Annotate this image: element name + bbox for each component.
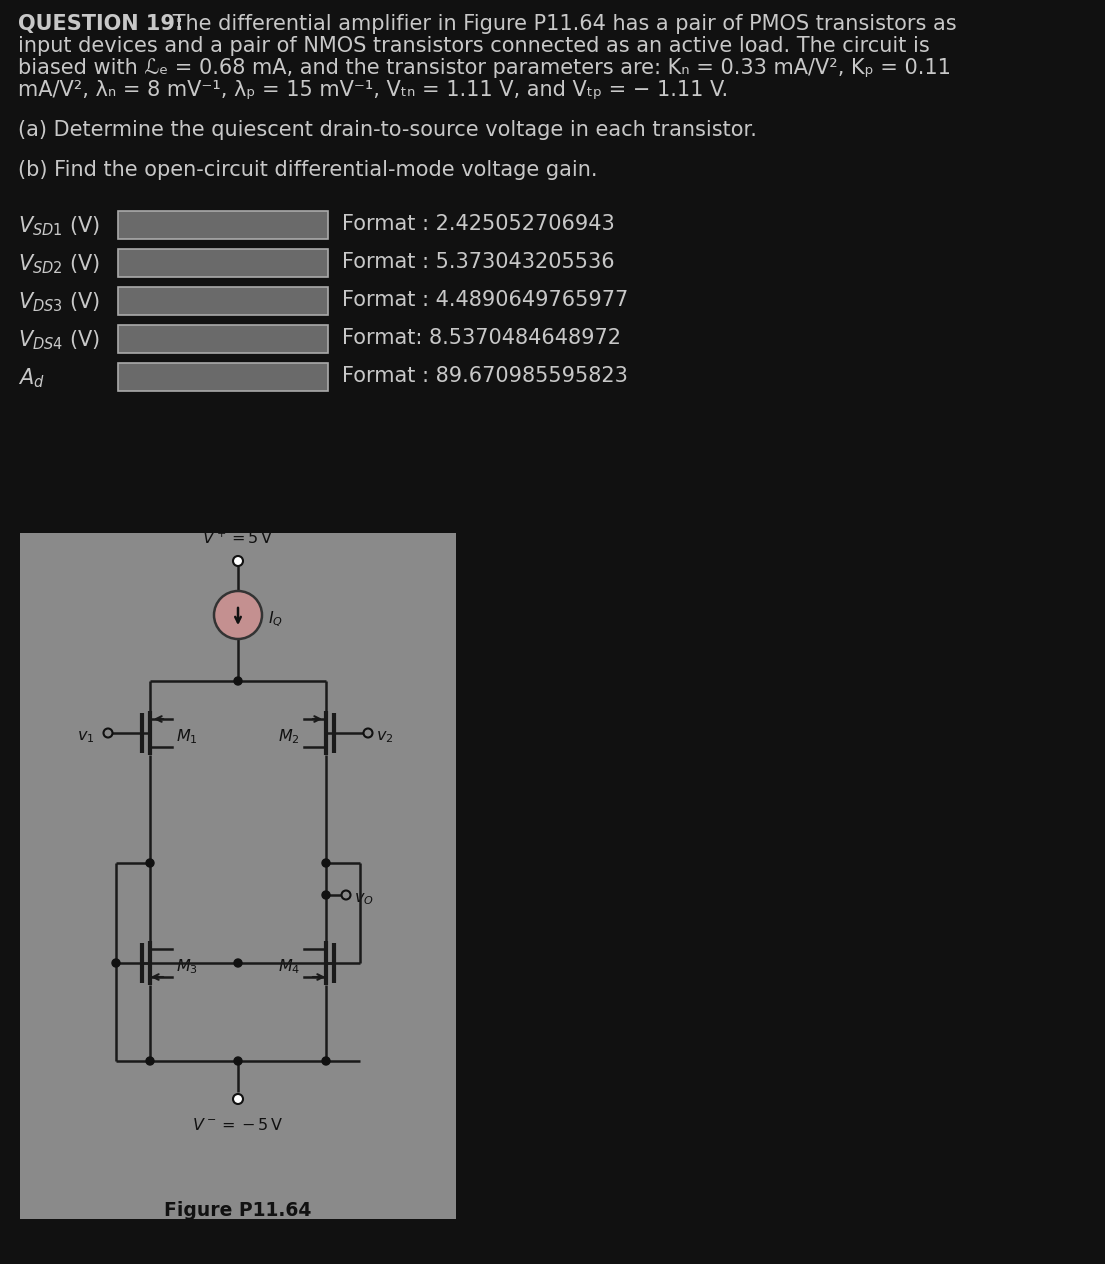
Text: $M_3$: $M_3$ <box>176 958 198 976</box>
Circle shape <box>104 728 113 737</box>
Text: $v_2$: $v_2$ <box>376 729 393 744</box>
Circle shape <box>112 959 120 967</box>
Bar <box>118 287 328 315</box>
Text: $I_Q$: $I_Q$ <box>269 609 283 628</box>
Text: $V^-=-5\,\mathrm{V}$: $V^-=-5\,\mathrm{V}$ <box>192 1117 284 1133</box>
Text: Format : 5.373043205536: Format : 5.373043205536 <box>343 252 614 272</box>
Bar <box>118 211 328 239</box>
Text: $V_{DS4}$ (V): $V_{DS4}$ (V) <box>18 327 101 351</box>
Text: input devices and a pair of NMOS transistors connected as an active load. The ci: input devices and a pair of NMOS transis… <box>18 35 929 56</box>
Text: (a) Determine the quiescent drain-to-source voltage in each transistor.: (a) Determine the quiescent drain-to-sou… <box>18 120 757 140</box>
Circle shape <box>146 860 154 867</box>
Text: $V^+=5\,\mathrm{V}$: $V^+=5\,\mathrm{V}$ <box>202 530 274 547</box>
Text: Format : 89.670985595823: Format : 89.670985595823 <box>343 367 628 386</box>
Circle shape <box>322 1057 330 1066</box>
Circle shape <box>234 678 242 685</box>
Bar <box>20 533 456 1218</box>
Bar <box>118 363 328 391</box>
Text: $M_2$: $M_2$ <box>278 728 299 746</box>
Text: $A_d$: $A_d$ <box>18 367 44 389</box>
Circle shape <box>341 891 350 900</box>
Text: Format : 2.425052706943: Format : 2.425052706943 <box>343 214 614 234</box>
Text: biased with ℒₑ = 0.68 mA, and the transistor parameters are: Kₙ = 0.33 mA/V², Kₚ: biased with ℒₑ = 0.68 mA, and the transi… <box>18 58 951 78</box>
Text: QUESTION 19:: QUESTION 19: <box>18 14 183 34</box>
Circle shape <box>364 728 372 737</box>
Text: (b) Find the open-circuit differential-mode voltage gain.: (b) Find the open-circuit differential-m… <box>18 161 598 179</box>
Text: $V_{SD2}$ (V): $V_{SD2}$ (V) <box>18 252 101 276</box>
Text: Figure P11.64: Figure P11.64 <box>165 1201 312 1220</box>
Text: The differential amplifier in Figure P11.64 has a pair of PMOS transistors as: The differential amplifier in Figure P11… <box>166 14 957 34</box>
Bar <box>118 249 328 277</box>
Text: $V_{SD1}$ (V): $V_{SD1}$ (V) <box>18 214 101 238</box>
Text: Format : 4.4890649765977: Format : 4.4890649765977 <box>343 289 629 310</box>
Text: $V_{DS3}$ (V): $V_{DS3}$ (V) <box>18 289 101 313</box>
Text: $v_1$: $v_1$ <box>76 729 94 744</box>
Text: Format: 8.5370484648972: Format: 8.5370484648972 <box>343 327 621 348</box>
Circle shape <box>233 1095 243 1103</box>
Circle shape <box>146 1057 154 1066</box>
Circle shape <box>322 891 330 899</box>
Circle shape <box>233 556 243 566</box>
Circle shape <box>234 959 242 967</box>
Text: mA/V², λₙ = 8 mV⁻¹, λₚ = 15 mV⁻¹, Vₜₙ = 1.11 V, and Vₜₚ = − 1.11 V.: mA/V², λₙ = 8 mV⁻¹, λₚ = 15 mV⁻¹, Vₜₙ = … <box>18 80 728 100</box>
Circle shape <box>234 1057 242 1066</box>
Text: $M_4$: $M_4$ <box>278 958 301 976</box>
Bar <box>118 325 328 353</box>
Text: $v_O$: $v_O$ <box>354 891 373 906</box>
Circle shape <box>214 592 262 640</box>
Text: $M_1$: $M_1$ <box>176 728 198 746</box>
Circle shape <box>322 860 330 867</box>
